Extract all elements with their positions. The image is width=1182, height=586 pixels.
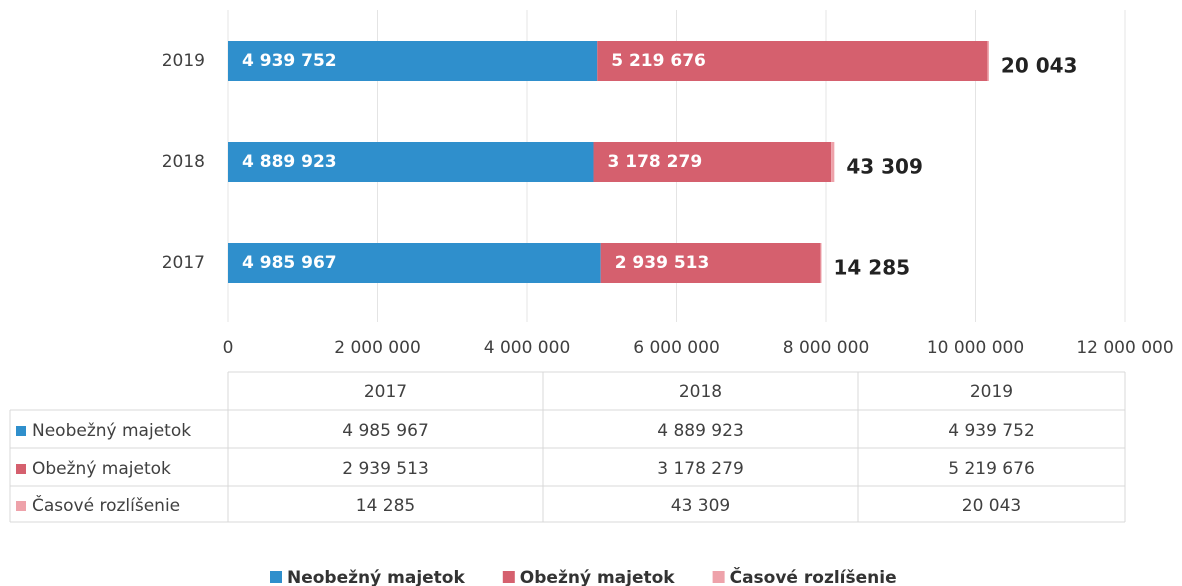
legend-key bbox=[502, 571, 515, 583]
bar-segment bbox=[831, 142, 835, 182]
bar-segment bbox=[820, 243, 822, 283]
table-cell: 4 985 967 bbox=[342, 421, 429, 441]
y-tick-label: 2017 bbox=[162, 253, 205, 273]
table-row-label: Časové rozlíšenie bbox=[32, 494, 180, 516]
table-cell: 3 178 279 bbox=[657, 459, 744, 479]
legend-label: Neobežný majetok bbox=[287, 568, 465, 586]
legend-key bbox=[712, 571, 725, 583]
bar-segment bbox=[987, 41, 989, 81]
data-label: 4 939 752 bbox=[242, 51, 337, 71]
bar-segment bbox=[228, 41, 598, 81]
legend-label: Časové rozlíšenie bbox=[730, 566, 897, 586]
bar-segment bbox=[593, 142, 832, 182]
bar-segment bbox=[228, 142, 594, 182]
x-tick-label: 8 000 000 bbox=[783, 338, 870, 358]
table-row-label: Obežný majetok bbox=[32, 459, 171, 479]
table-legend-key bbox=[16, 426, 26, 436]
table-cell: 4 889 923 bbox=[657, 421, 744, 441]
table-cell: 5 219 676 bbox=[948, 459, 1035, 479]
table-cell: 20 043 bbox=[962, 496, 1021, 516]
data-label: 3 178 279 bbox=[608, 152, 703, 172]
x-tick-label: 0 bbox=[223, 338, 234, 358]
data-label: 20 043 bbox=[1001, 54, 1078, 78]
y-tick-label: 2019 bbox=[162, 51, 205, 71]
table-header: 2017 bbox=[364, 382, 407, 402]
x-tick-label: 2 000 000 bbox=[334, 338, 421, 358]
table-row-label: Neobežný majetok bbox=[32, 421, 191, 441]
bar-segment bbox=[600, 243, 821, 283]
table-cell: 2 939 513 bbox=[342, 459, 429, 479]
table-header: 2018 bbox=[679, 382, 722, 402]
data-label: 5 219 676 bbox=[611, 51, 706, 71]
data-label: 2 939 513 bbox=[615, 253, 710, 273]
x-tick-label: 12 000 000 bbox=[1076, 338, 1173, 358]
legend-key bbox=[270, 571, 282, 583]
x-tick-label: 4 000 000 bbox=[484, 338, 571, 358]
table-cell: 14 285 bbox=[356, 496, 415, 516]
x-tick-label: 10 000 000 bbox=[927, 338, 1024, 358]
bar-segment bbox=[228, 243, 601, 283]
data-label: 43 309 bbox=[846, 155, 923, 179]
table-legend-key bbox=[16, 464, 26, 474]
bar-segment bbox=[597, 41, 988, 81]
table-header: 2019 bbox=[970, 382, 1013, 402]
table-cell: 4 939 752 bbox=[948, 421, 1035, 441]
data-label: 4 985 967 bbox=[242, 253, 337, 273]
x-tick-label: 6 000 000 bbox=[633, 338, 720, 358]
table-legend-key bbox=[16, 501, 26, 511]
data-label: 4 889 923 bbox=[242, 152, 337, 172]
data-label: 14 285 bbox=[833, 256, 910, 280]
table-cell: 43 309 bbox=[671, 496, 730, 516]
legend-label: Obežný majetok bbox=[520, 568, 675, 586]
y-tick-label: 2018 bbox=[162, 152, 205, 172]
